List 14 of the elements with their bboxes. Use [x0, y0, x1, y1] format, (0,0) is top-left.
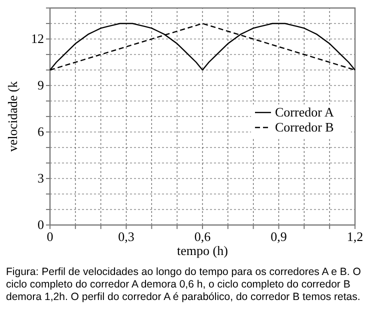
y-tick-label: 9 [38, 78, 44, 92]
y-axis-title: velocidade (k [5, 80, 20, 152]
y-tick-label: 3 [38, 170, 44, 186]
legend-label: Corredor B [275, 120, 334, 134]
x-tick-label: 1,2 [346, 229, 364, 244]
x-tick-label: 0,9 [270, 229, 287, 244]
y-tick-label: 6 [38, 124, 44, 139]
y-tick-label: 0 [38, 217, 44, 232]
text: Figura: Perfil de velocidades ao longo do tempo para os corredores A e B. O ciclo completo do corredor A demora 0,6 h, o ciclo completo do corredor B demora 1,2h. O perfil do corredor A é parabólico, do corredor B temos retas. [6, 266, 361, 303]
y-tick-label: 12 [31, 31, 44, 46]
x-tick-label: 0,3 [118, 229, 134, 244]
x-tick-label: 0,6 [194, 229, 212, 244]
legend-label: Corredor A [275, 104, 334, 120]
x-axis-title: tempo (h) [177, 243, 228, 258]
